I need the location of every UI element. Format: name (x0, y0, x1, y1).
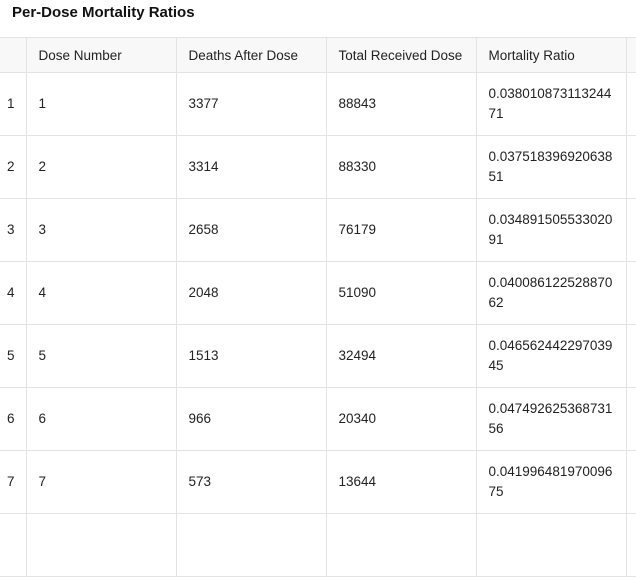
deaths-cell: 3314 (175, 135, 327, 199)
total-received-cell: 88843 (325, 72, 477, 136)
table-row: 7 7 573 13644 0.04199648197009675 (0, 450, 636, 514)
empty-cell (175, 513, 327, 577)
column-header-extra (625, 37, 636, 73)
column-header-total[interactable]: Total Received Dose (325, 37, 477, 73)
column-header-deaths[interactable]: Deaths After Dose (175, 37, 327, 73)
extra-cell (625, 261, 636, 325)
deaths-cell: 966 (175, 387, 327, 451)
row-index: 3 (0, 198, 27, 262)
dose-number-cell: 5 (25, 324, 177, 388)
mortality-ratio-cell: 0.04199648197009675 (475, 450, 627, 514)
extra-cell (625, 387, 636, 451)
extra-cell (625, 450, 636, 514)
dose-number-cell: 1 (25, 72, 177, 136)
deaths-cell: 2658 (175, 198, 327, 262)
total-received-cell: 13644 (325, 450, 477, 514)
table-row: 2 2 3314 88330 0.03751839692063851 (0, 135, 636, 199)
table-row: 3 3 2658 76179 0.03489150553302091 (0, 198, 636, 262)
deaths-cell: 1513 (175, 324, 327, 388)
mortality-ratio-cell: 0.04656244229703945 (475, 324, 627, 388)
extra-cell (625, 135, 636, 199)
deaths-cell: 2048 (175, 261, 327, 325)
empty-cell (475, 513, 627, 577)
mortality-ratio-cell: 0.03489150553302091 (475, 198, 627, 262)
row-index: 7 (0, 450, 27, 514)
mortality-ratio-cell: 0.03751839692063851 (475, 135, 627, 199)
row-index: 6 (0, 387, 27, 451)
extra-cell (625, 324, 636, 388)
total-received-cell: 20340 (325, 387, 477, 451)
column-header-dose-number[interactable]: Dose Number (25, 37, 177, 73)
row-index: 4 (0, 261, 27, 325)
dose-number-cell: 6 (25, 387, 177, 451)
table-row: 5 5 1513 32494 0.04656244229703945 (0, 324, 636, 388)
mortality-ratio-cell: 0.04008612252887062 (475, 261, 627, 325)
mortality-ratio-cell: 0.03801087311324471 (475, 72, 627, 136)
extra-cell (625, 72, 636, 136)
table-title: Per-Dose Mortality Ratios (12, 4, 195, 21)
total-received-cell: 32494 (325, 324, 477, 388)
dose-number-cell: 4 (25, 261, 177, 325)
total-received-cell: 51090 (325, 261, 477, 325)
empty-cell (0, 513, 27, 577)
empty-cell (625, 513, 636, 577)
dose-number-cell: 2 (25, 135, 177, 199)
table-row: 6 6 966 20340 0.04749262536873156 (0, 387, 636, 451)
row-index: 5 (0, 324, 27, 388)
mortality-table: Dose Number Deaths After Dose Total Rece… (0, 37, 636, 577)
dose-number-cell: 3 (25, 198, 177, 262)
table-row: 1 1 3377 88843 0.03801087311324471 (0, 72, 636, 136)
deaths-cell: 3377 (175, 72, 327, 136)
row-index: 2 (0, 135, 27, 199)
table-row-partial (0, 513, 636, 577)
total-received-cell: 76179 (325, 198, 477, 262)
dose-number-cell: 7 (25, 450, 177, 514)
empty-cell (325, 513, 477, 577)
total-received-cell: 88330 (325, 135, 477, 199)
empty-cell (25, 513, 177, 577)
header-row: Dose Number Deaths After Dose Total Rece… (0, 37, 636, 73)
extra-cell (625, 198, 636, 262)
index-header (0, 37, 27, 73)
column-header-ratio[interactable]: Mortality Ratio (475, 37, 627, 73)
table-row: 4 4 2048 51090 0.04008612252887062 (0, 261, 636, 325)
row-index: 1 (0, 72, 27, 136)
deaths-cell: 573 (175, 450, 327, 514)
mortality-ratio-cell: 0.04749262536873156 (475, 387, 627, 451)
